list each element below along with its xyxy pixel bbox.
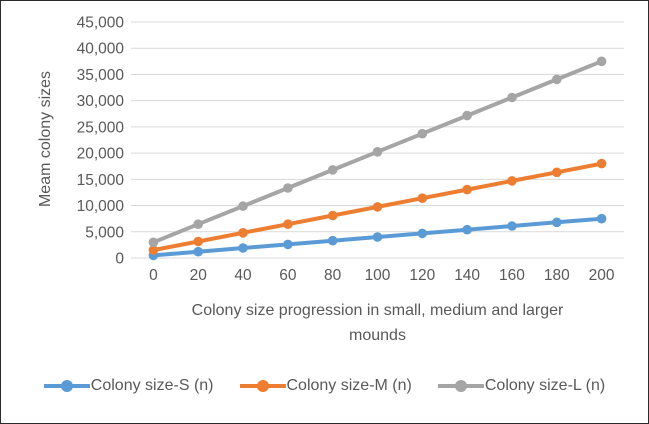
x-tick-label: 180: [544, 267, 570, 284]
legend-item-colony-size-l-n: Colony size-L (n): [437, 377, 606, 395]
x-tick-label: 20: [190, 267, 208, 284]
series-marker-colony-size-s-n: [327, 235, 338, 246]
series-marker-colony-size-s-n: [417, 228, 428, 239]
series-marker-colony-size-m-n: [148, 245, 159, 255]
series-marker-colony-size-m-n: [596, 158, 607, 169]
y-tick-label: 15,000: [77, 172, 125, 189]
series-marker-colony-size-l-n: [507, 92, 517, 103]
series-marker-colony-size-l-n: [148, 237, 159, 248]
x-tick-label: 40: [234, 267, 252, 284]
legend-label: Colony size-S (n): [90, 377, 214, 394]
series-marker-colony-size-s-n: [462, 224, 472, 235]
series-marker-colony-size-l-n: [596, 56, 607, 67]
series-marker-colony-size-l-n: [238, 201, 248, 211]
y-tick-label: 25,000: [77, 119, 125, 136]
y-tick-label: 35,000: [77, 67, 125, 84]
y-tick-label: 20,000: [77, 146, 125, 163]
series-marker-colony-size-s-n: [507, 221, 517, 231]
line-chart-plot-area: 45,000 40,000 35,000 30,000 25,000 20,000 15,0…: [77, 15, 624, 284]
legend-dot: [60, 380, 73, 392]
series-marker-colony-size-s-n: [372, 232, 383, 242]
series-marker-colony-size-m-n: [417, 193, 428, 203]
legend-label: Colony size-M (n): [286, 377, 412, 394]
series-marker-colony-size-l-n: [462, 110, 472, 121]
series-marker-colony-size-s-n: [283, 239, 293, 250]
legend-label: Colony size-L (n): [484, 377, 606, 394]
series-marker-colony-size-m-n: [193, 236, 203, 247]
x-tick-label: 160: [499, 267, 525, 284]
series-marker-colony-size-m-n: [462, 184, 472, 195]
legend-item-colony-size-s-n: Colony size-S (n): [43, 377, 214, 395]
series-marker-colony-size-m-n: [552, 167, 562, 178]
series-marker-colony-size-m-n: [283, 219, 293, 229]
legend-dot: [454, 380, 467, 392]
series-marker-colony-size-l-n: [327, 165, 338, 175]
series-marker-colony-size-m-n: [327, 210, 338, 221]
x-tick-label: 0: [149, 267, 158, 284]
y-tick-label: 45,000: [77, 15, 125, 32]
legend-item-colony-size-m-n: Colony size-M (n): [239, 377, 412, 395]
chart-legend: Colony size-S (n) Colony size-M (n) Colony…: [1, 377, 648, 395]
series-marker-colony-size-s-n: [193, 246, 203, 257]
series-marker-colony-size-s-n: [552, 217, 562, 228]
series-marker-colony-size-m-n: [238, 228, 248, 238]
x-axis-title-line1: Colony size progression in small, medium…: [191, 302, 564, 319]
x-axis-title-line2: mounds: [349, 327, 406, 344]
y-tick-label: 40,000: [77, 41, 125, 58]
x-tick-label: 80: [324, 267, 342, 284]
series-marker-colony-size-l-n: [417, 128, 428, 139]
x-axis-title: Colony size progression in small, medium…: [131, 298, 624, 348]
x-tick-label: 60: [279, 267, 297, 284]
series-marker-colony-size-s-n: [238, 243, 248, 253]
x-tick-label: 100: [365, 267, 391, 284]
series-marker-colony-size-m-n: [372, 202, 383, 212]
y-tick-label: 5,000: [85, 224, 124, 241]
y-tick-label: 0: [115, 251, 124, 268]
series-marker-colony-size-m-n: [507, 176, 517, 186]
series-marker-colony-size-l-n: [372, 147, 383, 157]
x-tick-label: 200: [589, 267, 615, 284]
legend-marker-icon: [43, 380, 90, 392]
y-tick-label: 10,000: [77, 198, 125, 215]
legend-marker-icon: [437, 380, 484, 392]
series-marker-colony-size-l-n: [283, 183, 293, 193]
legend-marker-icon: [239, 380, 286, 392]
series-marker-colony-size-l-n: [552, 74, 562, 85]
series-marker-colony-size-l-n: [193, 219, 203, 229]
series-marker-colony-size-s-n: [596, 213, 607, 224]
x-tick-label: 120: [409, 267, 435, 284]
x-tick-label: 140: [454, 267, 480, 284]
y-tick-label: 30,000: [77, 93, 125, 110]
legend-dot: [256, 380, 269, 392]
